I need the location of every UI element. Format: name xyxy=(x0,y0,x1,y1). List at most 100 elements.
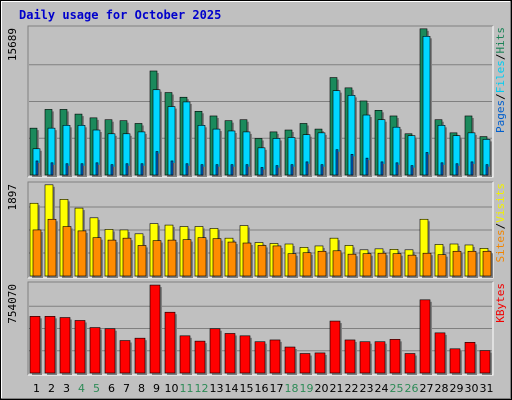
plot-border-dark xyxy=(27,181,493,278)
bar-face xyxy=(119,340,131,374)
pages-bar xyxy=(455,163,460,177)
bar-face xyxy=(209,328,221,374)
bar-face xyxy=(314,352,326,374)
bar-face xyxy=(227,241,237,277)
bar-shadow xyxy=(398,164,400,177)
sites-bar xyxy=(122,237,133,278)
bar-face xyxy=(272,245,282,277)
legend-entry-sites: Sites xyxy=(494,229,507,262)
bar-face xyxy=(95,162,99,176)
bar-face xyxy=(284,346,296,374)
bar-shadow xyxy=(413,167,415,177)
pages-bar xyxy=(125,163,130,177)
bar-face xyxy=(392,253,402,277)
bar-shadow xyxy=(233,166,235,177)
bar-face xyxy=(452,250,462,277)
bar-shadow xyxy=(323,166,325,177)
pages-bar xyxy=(35,160,40,177)
kbytes-bar xyxy=(149,284,162,375)
bar-face xyxy=(329,320,341,374)
pages-bar xyxy=(155,151,160,177)
bar-shadow xyxy=(113,166,115,177)
bar-face xyxy=(110,164,114,176)
sites-bar xyxy=(77,230,88,278)
kbytes-bar xyxy=(179,335,192,375)
pages-bar xyxy=(110,164,115,177)
bar-shadow xyxy=(293,166,295,177)
kbytes-bar xyxy=(449,348,462,375)
bar-face xyxy=(419,299,431,374)
day-label: 1 xyxy=(33,382,40,395)
bar-shadow xyxy=(458,165,460,177)
day-label: 11 xyxy=(180,382,194,395)
bar-face xyxy=(275,165,279,176)
bar-shadow xyxy=(53,164,55,177)
bar-face xyxy=(479,350,491,374)
bar-face xyxy=(224,333,236,374)
bar-face xyxy=(299,353,311,374)
plot-border-dark xyxy=(27,25,493,177)
kbytes-bar xyxy=(59,317,72,375)
bar-face xyxy=(410,165,414,176)
kbytes-bar xyxy=(419,299,432,375)
bar-face xyxy=(179,335,191,374)
bar-face xyxy=(170,160,174,176)
kbytes-bar xyxy=(209,328,222,375)
bar-face xyxy=(140,163,144,176)
bar-face xyxy=(212,238,222,277)
bar-face xyxy=(152,240,162,277)
day-label: 10 xyxy=(165,382,179,395)
legend-entry-hits: Hits xyxy=(494,27,507,54)
pages-bar xyxy=(320,164,325,177)
bar-face xyxy=(125,163,129,176)
bar-shadow xyxy=(188,165,190,177)
sites-bar xyxy=(452,250,463,278)
kbytes-bar xyxy=(464,342,477,375)
bar-shadow xyxy=(143,165,145,177)
sites-bar xyxy=(197,237,208,278)
bar-face xyxy=(389,339,401,374)
bar-face xyxy=(455,163,459,176)
sites-bar xyxy=(467,250,478,278)
bar-face xyxy=(44,316,56,374)
pages-bar xyxy=(80,163,85,177)
pages-bar xyxy=(170,160,175,177)
bar-face xyxy=(362,253,372,277)
sites-bar xyxy=(62,226,73,278)
day-label: 12 xyxy=(195,382,209,395)
bar-face xyxy=(449,348,461,374)
bar-face xyxy=(434,332,446,374)
bar-face xyxy=(137,245,147,277)
bar-face xyxy=(437,254,447,277)
kbytes-bar xyxy=(479,350,492,375)
day-label: 14 xyxy=(225,382,239,395)
bar-face xyxy=(464,342,476,374)
bar-face xyxy=(74,320,86,374)
sites-bar xyxy=(422,252,433,278)
pages-bar xyxy=(350,154,355,177)
y-max-label: 1897 xyxy=(6,184,19,211)
bar-face xyxy=(242,242,252,277)
kbytes-bar xyxy=(329,320,342,375)
bar-face xyxy=(62,226,72,277)
bar-face xyxy=(467,250,477,277)
bar-shadow xyxy=(263,169,265,177)
bar-shadow xyxy=(368,160,370,177)
kbytes-bar xyxy=(389,339,402,375)
bar-face xyxy=(197,237,207,277)
sites-bar xyxy=(167,239,178,278)
kbytes-bar xyxy=(344,339,357,375)
bar-face xyxy=(257,245,267,277)
sites-bar xyxy=(47,218,58,278)
bar-face xyxy=(359,341,371,374)
kbytes-bar xyxy=(299,353,312,375)
day-label: 24 xyxy=(375,382,389,395)
pages-bar xyxy=(245,164,250,177)
kbytes-bar xyxy=(224,333,237,375)
bar-face xyxy=(230,164,234,176)
bar-face xyxy=(245,164,249,176)
bar-face xyxy=(200,164,204,176)
pages-bar xyxy=(200,164,205,177)
